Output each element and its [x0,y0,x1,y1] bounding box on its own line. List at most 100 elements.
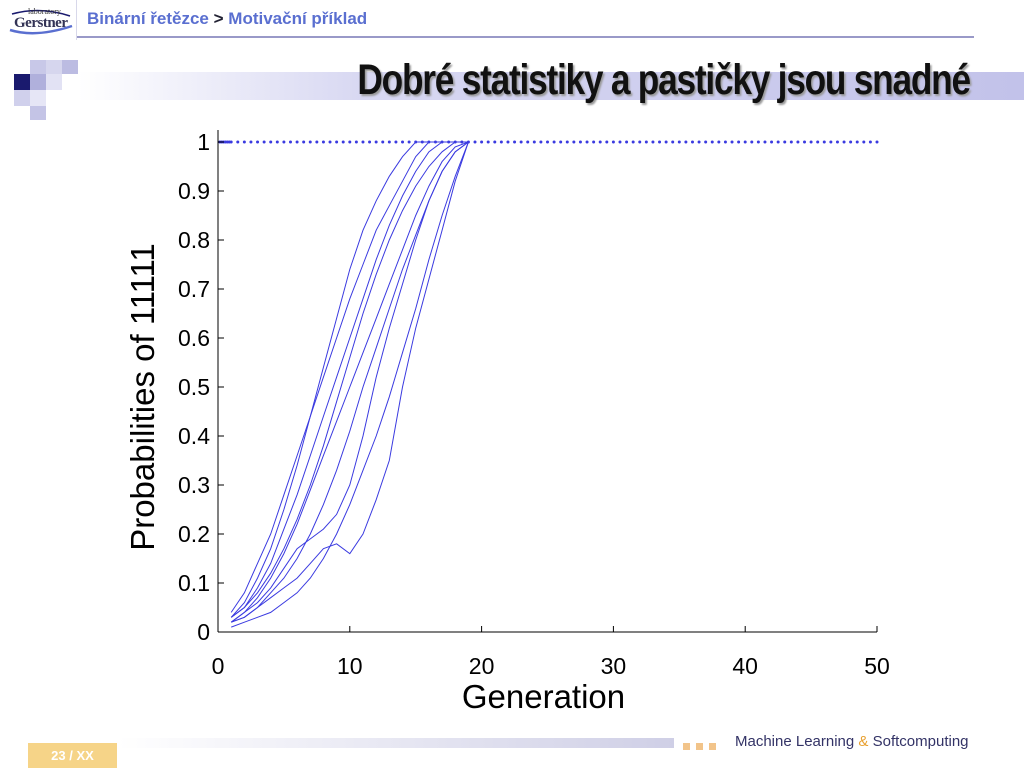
y-tick-label: 0 [197,619,210,645]
y-axis-label: Probabilities of 11111 [124,243,161,551]
series-dotted-point [737,140,741,144]
series-dotted-point [743,140,747,144]
x-tick-label: 0 [212,653,225,679]
series-dotted-point [348,140,352,144]
series-dotted-point [750,140,754,144]
series-dotted-point [341,140,345,144]
breadcrumb: Binární řetězce > Motivační příklad [87,9,367,29]
series-line-9 [230,141,469,618]
series-dotted-point [704,140,708,144]
series-line-5 [230,141,469,623]
series-dotted-point [638,140,642,144]
series-dotted-point [546,140,549,144]
series-dotted-point [256,140,260,144]
footer-text-amp: & [858,733,869,750]
series-dotted-point [605,140,609,144]
series-dotted-point [532,140,536,144]
slide-title: Dobré statistiky a pastičky jsou snadné [357,56,972,104]
series-dotted-point [433,140,437,144]
series-line-2 [230,141,469,613]
title-bar [78,72,1024,100]
series-dotted-point [387,140,391,144]
decorative-squares-icon [14,60,78,120]
series-dotted-point [328,140,332,144]
y-tick-label: 0.3 [178,472,210,498]
series-dotted-point [763,140,767,144]
series-dotted-point [598,140,602,144]
x-axis-label: Generation [462,678,625,715]
footer-bar [118,738,674,748]
series-dotted-point [611,140,615,144]
series-dotted-point [723,140,727,144]
series-dotted-point [513,140,517,144]
series-line-1 [230,141,469,623]
series-dotted-point [242,140,246,144]
series-dotted-point [282,140,286,144]
series-dotted-point [414,140,418,144]
series-dotted-point [585,140,589,144]
series-dotted-point [658,140,662,144]
series-dotted-point [381,140,385,144]
series-dotted-point [453,140,457,144]
logo-main-text: Gerstner [14,15,68,31]
series-dotted-point [651,140,655,144]
plot-lines [218,140,879,628]
series-dotted-point [809,140,813,144]
series-dotted-point [374,140,378,144]
breadcrumb-current[interactable]: Motivační příklad [228,9,368,28]
series-dotted-point [493,140,497,144]
series-dotted-point [539,140,543,144]
series-dotted-point [572,140,576,144]
series-line-8 [231,141,469,628]
series-dotted-point [480,140,484,144]
series-dotted-point [227,140,231,144]
series-dotted-point [486,140,490,144]
series-dotted-point [770,140,774,144]
breadcrumb-section[interactable]: Binární řetězce [87,9,209,28]
series-dotted-point [447,140,451,144]
series-dotted-point [677,140,681,144]
series-dotted-point [710,140,714,144]
x-tick-label: 50 [864,653,890,679]
series-dotted-point [559,140,563,144]
series-dotted-point [776,140,780,144]
series-dotted-point [816,140,820,144]
series-dotted-point [335,140,339,144]
series-dotted-point [460,140,464,144]
y-tick-label: 0.2 [178,521,210,547]
series-dotted-point [684,140,688,144]
y-tick-label: 0.8 [178,227,210,253]
series-dotted-point [829,140,833,144]
series-dotted-point [625,140,629,144]
series-dotted-point [664,140,668,144]
series-dotted-point [789,140,793,144]
series-dotted-point [288,140,292,144]
y-tick-label: 0.6 [178,325,210,351]
x-tick-label: 10 [337,653,363,679]
series-line-3 [230,141,469,618]
series-dotted-point [506,140,510,144]
series-dotted-point [855,140,859,144]
series-dotted-point [466,140,470,144]
series-dotted-point [592,140,596,144]
y-tick-label: 0.1 [178,570,210,596]
series-dotted-point [783,140,787,144]
gerstner-logo: laboratory Gerstner [6,4,76,35]
series-line-7 [231,141,469,623]
series-dotted-point [354,140,358,144]
series-dotted-point [842,140,846,144]
series-dotted-point [269,140,273,144]
page-number: 23 / XX [28,743,117,768]
series-dotted-point [796,140,800,144]
series-dotted-point [803,140,807,144]
series-dotted-point [499,140,503,144]
series-dotted-point [361,140,365,144]
series-dotted-point [552,140,556,144]
y-tick-label: 0.4 [178,423,210,449]
series-dotted-point [697,140,701,144]
series-dotted-point [717,140,721,144]
series-dotted-point [671,140,675,144]
y-tick-label: 0.9 [178,178,210,204]
series-dotted-point [302,140,306,144]
series-dotted-point [427,140,431,144]
